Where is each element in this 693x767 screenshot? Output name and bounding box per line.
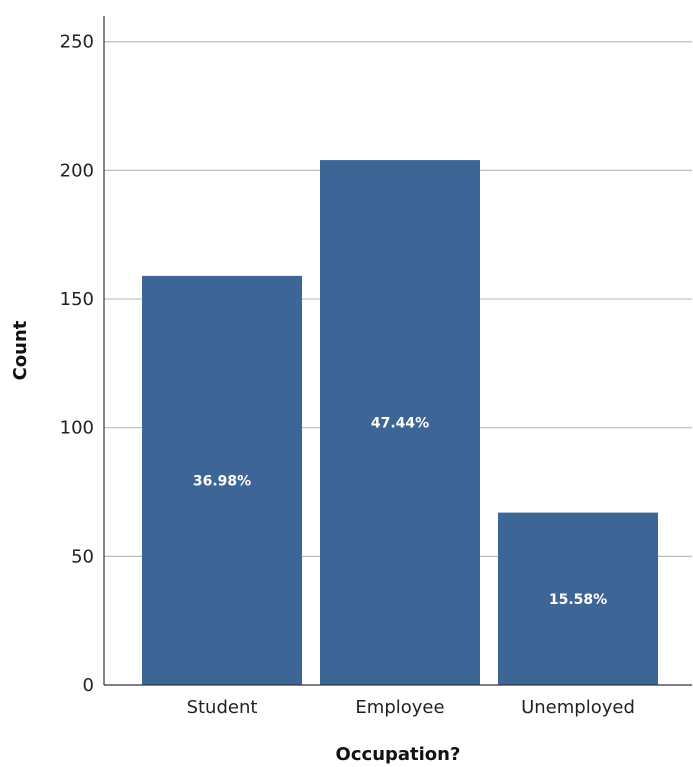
y-tick-label: 150: [60, 289, 94, 310]
y-tick-labels: 0 50 100 150 200 250: [60, 32, 94, 696]
y-tick-label: 250: [60, 32, 94, 53]
y-tick-label: 200: [60, 160, 94, 181]
y-tick-label: 100: [60, 418, 94, 439]
x-tick-labels: Student Employee Unemployed: [187, 697, 635, 718]
x-axis-title: Occupation?: [336, 744, 461, 765]
bars: [142, 160, 658, 686]
data-label: 36.98%: [193, 473, 251, 489]
data-label: 47.44%: [371, 416, 429, 432]
x-tick-label: Student: [187, 697, 258, 718]
bar-data-labels: 36.98% 47.44% 15.58%: [193, 416, 607, 608]
bar-employee: [320, 160, 480, 686]
bar-student: [142, 275, 302, 685]
data-label: 15.58%: [549, 592, 607, 608]
x-tick-label: Employee: [355, 697, 444, 718]
bar-unemployed: [498, 512, 658, 685]
y-tick-label: 0: [83, 675, 94, 696]
y-axis-title: Count: [10, 320, 31, 380]
x-tick-label: Unemployed: [521, 697, 635, 718]
y-tick-label: 50: [71, 546, 94, 567]
